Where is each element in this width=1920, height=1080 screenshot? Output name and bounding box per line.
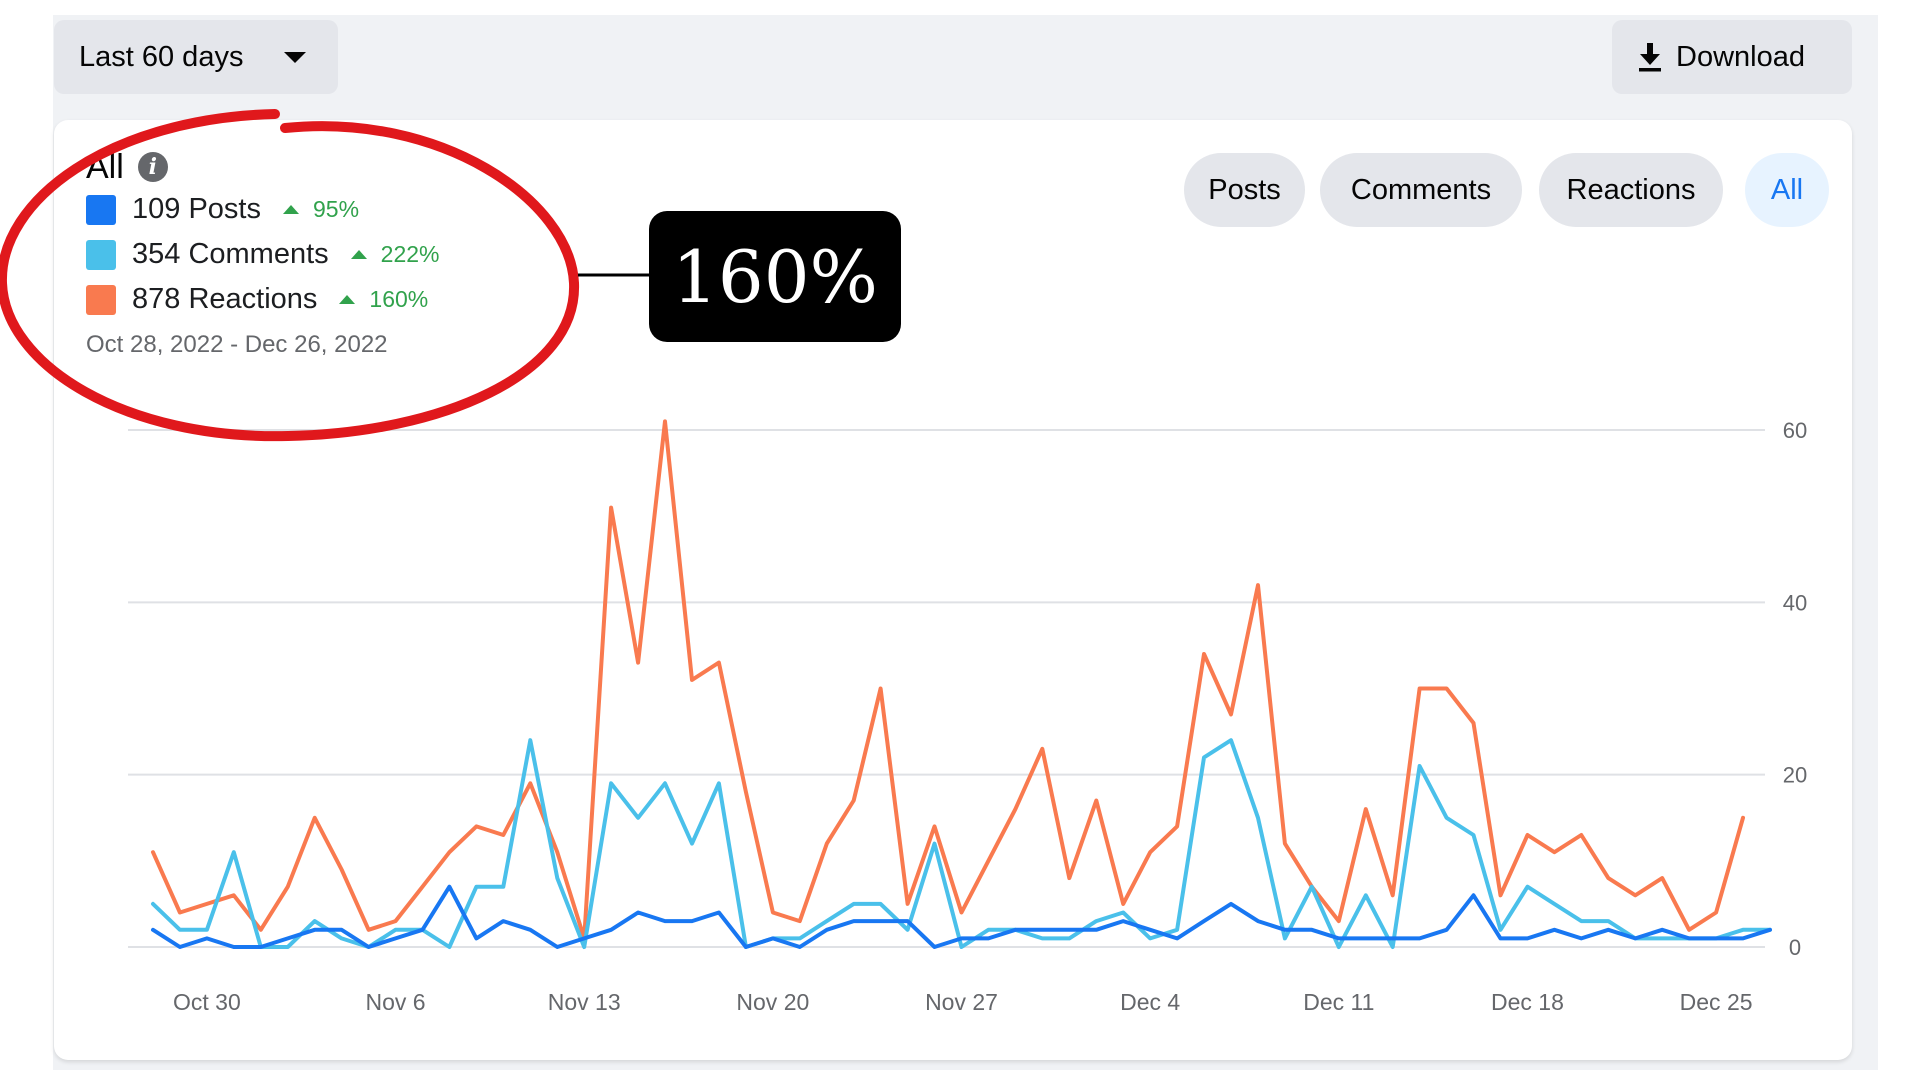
reactions-trend: 160% [339,286,428,313]
x-tick-label: Nov 27 [925,989,998,1015]
summary-legend: All i 109 Posts 95% 354 Comments 222% 87… [86,147,439,359]
filter-comments-label: Comments [1350,173,1492,206]
date-range-dropdown[interactable]: Last 60 days [54,20,338,94]
x-tick-label: Dec 11 [1303,989,1374,1015]
arrow-up-icon [339,295,356,304]
filter-posts-button[interactable]: Posts [1184,153,1305,227]
series-line-reactions [151,419,1745,941]
series-lines [151,419,1772,949]
highlight-ring [0,109,580,442]
download-icon [1639,43,1661,72]
x-tick-label: Nov 13 [548,989,621,1015]
metric-row-reactions: 878 Reactions 160% [86,277,439,322]
filter-reactions-label: Reactions [1566,173,1696,206]
filter-reactions-button[interactable]: Reactions [1539,153,1723,227]
gridlines [128,429,1765,948]
y-tick-label: 0 [1789,935,1801,960]
y-tick-label: 20 [1783,763,1807,788]
comments-count: 354 Comments [132,238,329,270]
date-range-text: Oct 28, 2022 - Dec 26, 2022 [86,331,388,358]
filter-all-label: All [1770,173,1804,206]
metric-row-posts: 109 Posts 95% [86,187,439,232]
y-tick-label: 40 [1783,590,1807,615]
x-tick-label: Dec 18 [1491,989,1564,1015]
download-button[interactable]: Download [1612,20,1852,94]
callout-label: 160% [649,211,901,342]
x-tick-label: Nov 6 [366,989,426,1015]
x-tick-label: Nov 20 [736,989,809,1015]
x-tick-label: Oct 30 [173,989,241,1015]
comments-trend: 222% [350,241,440,268]
posts-count: 109 Posts [132,193,261,225]
series-line-comments [151,738,1772,949]
metric-row-comments: 354 Comments 222% [86,232,439,277]
x-tick-label: Dec 25 [1680,989,1753,1015]
y-axis-ticks: 0 20 40 60 [1783,418,1807,960]
comments-color-swatch [86,239,116,270]
info-icon[interactable]: i [137,152,168,182]
filter-all-button[interactable]: All [1745,153,1829,227]
arrow-up-icon [350,250,367,259]
reactions-color-swatch [86,284,116,315]
filter-comments-button[interactable]: Comments [1320,153,1522,227]
filter-posts-label: Posts [1208,173,1281,206]
reactions-change: 160% [369,286,429,312]
y-tick-label: 60 [1783,418,1807,443]
reactions-count: 878 Reactions [132,283,318,315]
series-line-posts [151,884,1772,949]
posts-change: 95% [312,196,360,222]
posts-color-swatch [86,194,116,225]
x-axis-ticks: Oct 30 Nov 6 Nov 13 Nov 20 Nov 27 Dec 4 Dec 11… [173,989,1753,1015]
download-button-label: Download [1676,40,1805,73]
posts-trend: 95% [282,196,360,223]
arrow-up-icon [282,205,299,214]
highlight-annotation [0,109,652,442]
comments-change: 222% [380,241,440,267]
x-tick-label: Dec 4 [1120,989,1180,1015]
date-range-dropdown-label: Last 60 days [79,40,244,73]
caret-down-icon [284,52,306,63]
